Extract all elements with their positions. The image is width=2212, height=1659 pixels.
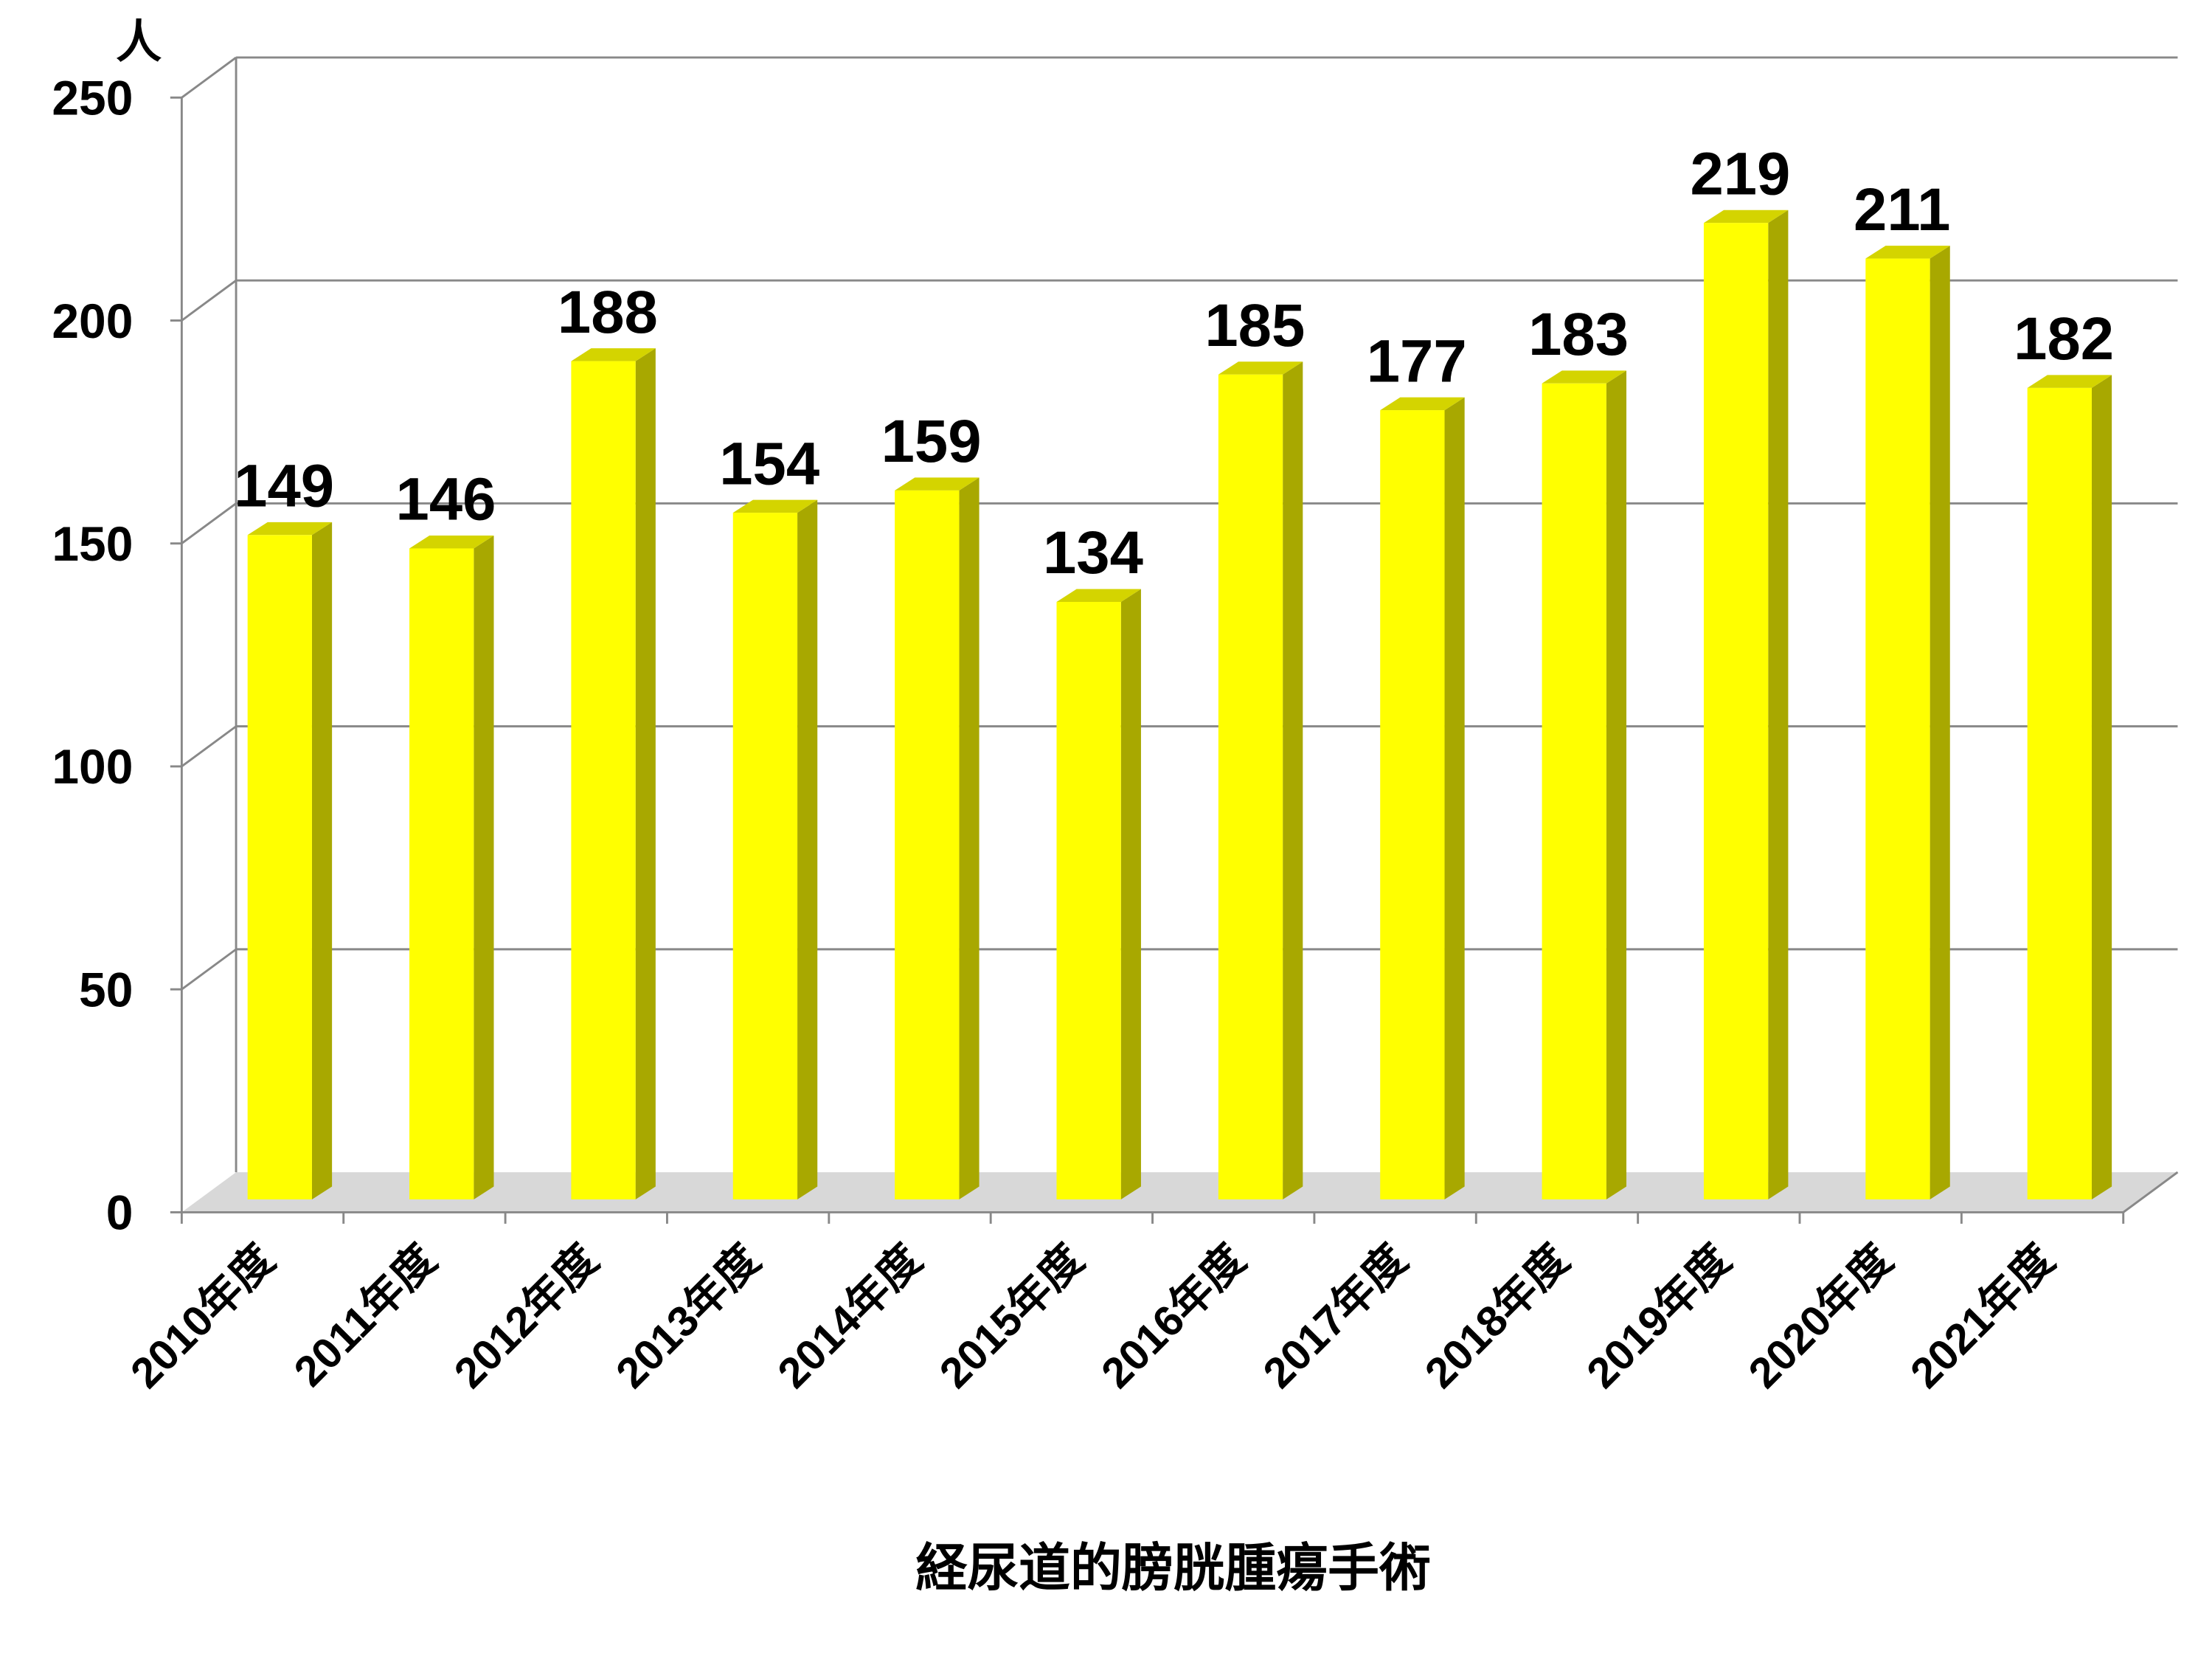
bar-top xyxy=(571,348,656,361)
bar xyxy=(1056,601,1121,1199)
x-tick-label: 2011年度 xyxy=(285,1236,445,1396)
bar xyxy=(2027,387,2092,1199)
floor-edge xyxy=(2122,1171,2179,1213)
bar xyxy=(1542,383,1606,1199)
x-tick-label: 2013年度 xyxy=(607,1236,769,1398)
bar-side xyxy=(1444,397,1465,1199)
x-tick-label: 2016年度 xyxy=(1092,1236,1255,1398)
value-label: 188 xyxy=(558,279,658,346)
floor xyxy=(181,1172,2178,1213)
bar-top xyxy=(1703,209,1789,224)
x-tick-label: 2019年度 xyxy=(1578,1236,1740,1398)
bar-side xyxy=(797,499,818,1199)
x-tick-label: 2015年度 xyxy=(931,1236,1093,1398)
bar xyxy=(1218,374,1283,1199)
bar-side xyxy=(311,522,333,1199)
bar-top xyxy=(1865,246,1950,259)
grid-line-side xyxy=(181,948,237,991)
bar xyxy=(1380,410,1445,1199)
grid-line-side xyxy=(181,280,237,322)
value-label: 183 xyxy=(1528,301,1629,368)
value-label: 159 xyxy=(881,408,982,475)
bar-side xyxy=(474,535,494,1199)
x-tick-label: 2017年度 xyxy=(1254,1236,1416,1398)
bar-side xyxy=(2091,375,2112,1199)
bar-top xyxy=(2027,375,2112,388)
y-tick-label: 250 xyxy=(52,71,133,125)
value-label: 177 xyxy=(1367,328,1467,395)
x-tick-label: 2010年度 xyxy=(122,1236,284,1398)
bar xyxy=(732,513,798,1199)
grid-line-side xyxy=(181,56,237,99)
value-label: 219 xyxy=(1690,140,1790,207)
grid-line-side xyxy=(181,725,237,768)
bar xyxy=(1703,223,1769,1199)
bar xyxy=(1865,258,1930,1199)
value-label: 182 xyxy=(2014,305,2114,373)
bar-side xyxy=(635,348,656,1199)
x-axis-title: 経尿道的膀胱腫瘍手術 xyxy=(916,1539,1431,1597)
bar-side xyxy=(1930,246,1950,1199)
bar-top xyxy=(895,477,980,491)
bar xyxy=(571,361,636,1199)
y-tick-label: 200 xyxy=(52,294,133,348)
bar-top xyxy=(1542,370,1627,384)
bar-top xyxy=(409,535,494,549)
x-tick-label: 2014年度 xyxy=(769,1236,931,1398)
value-label: 146 xyxy=(396,466,496,533)
bar-top xyxy=(247,522,333,536)
bar-top xyxy=(1380,397,1465,411)
x-tick-label: 2012年度 xyxy=(445,1236,608,1398)
x-tick-label: 2021年度 xyxy=(1901,1236,2064,1398)
bar xyxy=(895,490,960,1199)
value-label: 185 xyxy=(1204,292,1305,359)
bar-top xyxy=(1218,361,1303,375)
value-label: 211 xyxy=(1854,176,1950,243)
bar-top xyxy=(732,499,818,513)
value-label: 154 xyxy=(719,430,819,497)
y-tick-label: 100 xyxy=(52,739,133,794)
x-tick-label: 2020年度 xyxy=(1739,1236,1901,1398)
bar-side xyxy=(1120,589,1141,1199)
x-tick-label: 2018年度 xyxy=(1416,1236,1578,1398)
bar xyxy=(247,535,312,1199)
y-unit: 人 xyxy=(116,17,162,68)
y-tick-label: 0 xyxy=(106,1185,134,1240)
grid-line-side xyxy=(181,502,237,544)
y-tick-label: 150 xyxy=(52,516,133,571)
bar-top xyxy=(1056,589,1141,602)
bar-side xyxy=(1606,370,1627,1199)
bar-side xyxy=(1283,361,1303,1199)
bar-side xyxy=(1768,209,1789,1199)
bar xyxy=(409,548,474,1199)
value-label: 134 xyxy=(1043,519,1143,586)
value-label: 149 xyxy=(234,453,334,520)
bar-side xyxy=(959,477,980,1199)
y-tick-label: 50 xyxy=(79,962,133,1016)
